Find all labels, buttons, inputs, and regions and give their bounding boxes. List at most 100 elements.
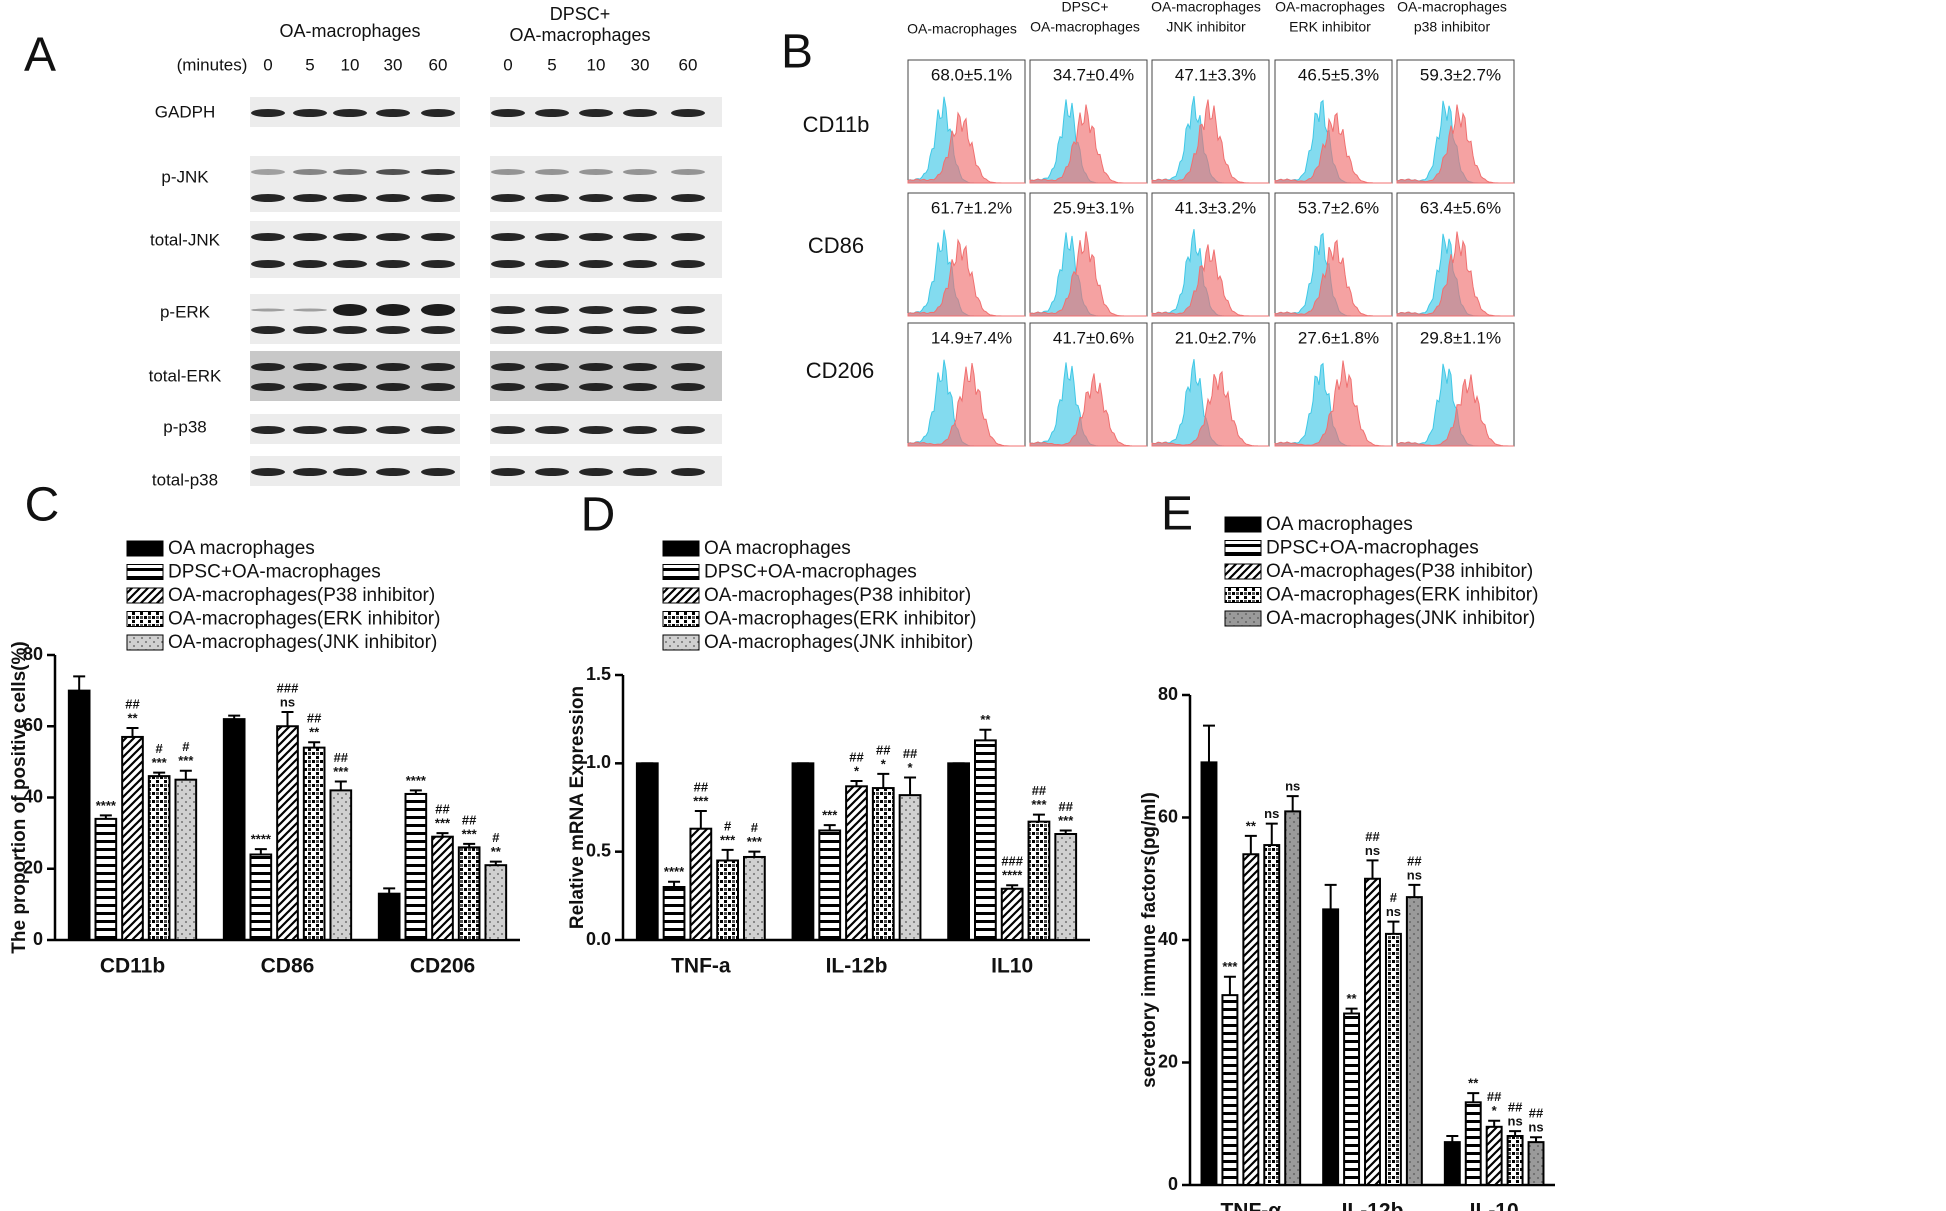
bar xyxy=(1000,887,1024,941)
blot-band xyxy=(491,233,525,241)
blot-band xyxy=(333,426,367,434)
blot-band xyxy=(535,426,569,434)
time-label: 60 xyxy=(679,55,698,74)
blot-band xyxy=(671,194,705,202)
blot-band xyxy=(333,169,367,175)
histogram xyxy=(1274,239,1392,317)
blot-band xyxy=(293,426,327,434)
bar xyxy=(791,762,815,941)
bar xyxy=(818,829,842,942)
blot-band xyxy=(293,233,327,241)
blot-band xyxy=(535,468,569,476)
blot-band xyxy=(376,468,410,476)
time-label: 5 xyxy=(547,55,556,74)
row-label: p-JNK xyxy=(161,167,209,186)
error-bar xyxy=(489,860,502,866)
error-bar xyxy=(1345,1007,1358,1014)
error-bar xyxy=(721,848,734,861)
significance-label: ns xyxy=(1528,1120,1543,1135)
histogram xyxy=(1274,112,1392,184)
blot-band xyxy=(671,260,705,268)
blot-band xyxy=(421,194,455,202)
histogram xyxy=(1274,360,1393,447)
blot-band xyxy=(535,363,569,371)
legend-label: OA macrophages xyxy=(1266,514,1413,535)
blot-band xyxy=(376,363,410,371)
legend-swatch xyxy=(662,634,700,651)
bar xyxy=(329,789,353,941)
row-label: CD11b xyxy=(803,112,870,137)
percentage-label: 14.9±7.4% xyxy=(931,328,1012,347)
x-tick-label: IL10 xyxy=(991,955,1033,978)
blot-band xyxy=(376,233,410,241)
significance-label: **** xyxy=(1002,868,1023,883)
histogram xyxy=(907,363,1025,447)
blot-background xyxy=(250,351,460,401)
significance-label: # xyxy=(1390,890,1398,905)
percentage-label: 46.5±5.3% xyxy=(1298,65,1379,84)
histogram xyxy=(1396,231,1514,317)
blot-band xyxy=(376,326,410,334)
legend-label: OA macrophages xyxy=(704,538,851,559)
blot-band xyxy=(333,194,367,202)
significance-label: ns xyxy=(1365,843,1380,858)
percentage-label: 21.0±2.7% xyxy=(1175,328,1256,347)
y-tick-label: 20 xyxy=(23,858,43,878)
blot-band xyxy=(491,426,525,434)
legend-label: OA-macrophages(JNK inhibitor) xyxy=(704,632,973,653)
bar xyxy=(222,718,246,941)
blot-band xyxy=(623,109,657,117)
bar xyxy=(1221,994,1239,1186)
blot-band xyxy=(421,363,455,371)
blot-band xyxy=(491,194,525,202)
histogram xyxy=(907,111,1025,184)
percentage-label: 47.1±3.3% xyxy=(1175,65,1256,84)
legend-swatch xyxy=(1224,587,1262,603)
significance-label: ** xyxy=(1347,991,1358,1006)
legend-swatch xyxy=(662,564,700,580)
bar xyxy=(484,864,508,941)
blot-band xyxy=(623,326,657,334)
significance-label: # xyxy=(751,820,759,835)
y-tick-label: 80 xyxy=(1158,684,1178,704)
percentage-label: 41.7±0.6% xyxy=(1053,328,1134,347)
legend-label: OA-macrophages(P38 inhibitor) xyxy=(704,585,971,606)
x-tick-label: CD86 xyxy=(261,955,315,978)
significance-label: ## xyxy=(125,696,140,711)
significance-label: * xyxy=(854,763,860,778)
bar xyxy=(1527,1141,1545,1186)
significance-label: ### xyxy=(1001,854,1023,869)
blot-band xyxy=(491,326,525,334)
legend-swatch xyxy=(126,564,164,580)
histogram xyxy=(1151,244,1269,317)
error-bar xyxy=(1059,829,1072,834)
time-label: 60 xyxy=(429,55,448,74)
percentage-label: 63.4±5.6% xyxy=(1420,198,1501,217)
bar xyxy=(67,689,91,941)
row-label: p-ERK xyxy=(160,302,211,321)
legend-label: OA-macrophages(P38 inhibitor) xyxy=(1266,561,1533,582)
blot-band xyxy=(623,426,657,434)
histogram xyxy=(1396,374,1515,447)
blot-band xyxy=(251,169,285,175)
blot-band xyxy=(333,304,367,316)
blot-band xyxy=(491,109,525,117)
significance-label: * xyxy=(1492,1103,1498,1118)
blot-band xyxy=(579,363,613,371)
y-tick-label: 0 xyxy=(33,929,43,949)
legend-swatch xyxy=(1224,610,1262,627)
legend-label: DPSC+OA-macrophages xyxy=(1266,538,1479,559)
blot-background xyxy=(490,221,722,278)
significance-label: **** xyxy=(251,832,272,847)
significance-label: * xyxy=(908,760,914,775)
blot-band xyxy=(535,169,569,175)
bar xyxy=(898,794,922,942)
column-title: DPSC+ xyxy=(1061,0,1108,15)
blot-band xyxy=(376,426,410,434)
y-axis-title: Relative mRNA Expression xyxy=(567,686,588,929)
blot-band xyxy=(579,109,613,117)
significance-label: **** xyxy=(96,798,117,813)
significance-label: ## xyxy=(1508,1100,1523,1115)
error-bar xyxy=(668,880,681,887)
blot-band xyxy=(376,194,410,202)
